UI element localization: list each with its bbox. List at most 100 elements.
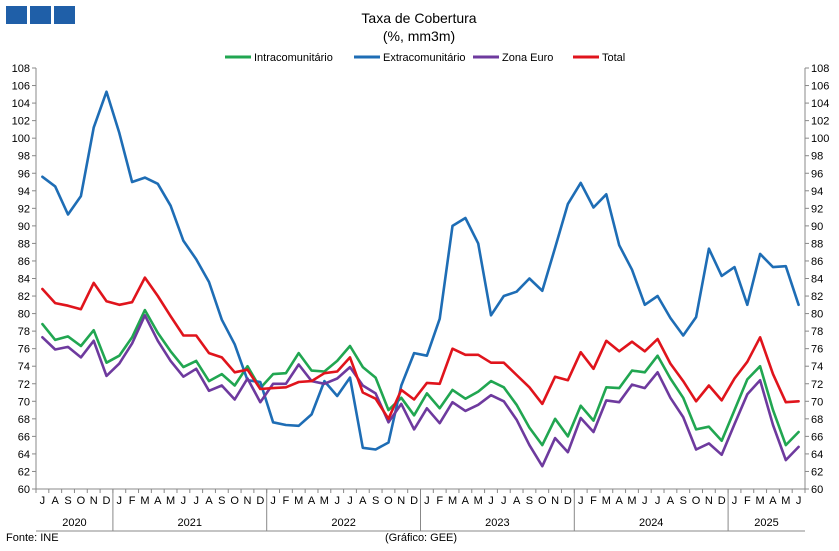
x-tick-label-month: O [230, 495, 239, 507]
x-tick-label-year: 2020 [62, 517, 86, 529]
y-tick-label-right: 108 [811, 63, 829, 75]
y-tick-label-left: 86 [18, 256, 30, 268]
x-tick-label-month: J [732, 495, 738, 507]
y-tick-label-right: 106 [811, 81, 829, 93]
x-tick-label-month: O [692, 495, 701, 507]
x-tick-label-month: A [52, 495, 60, 507]
y-tick-label-right: 80 [811, 309, 823, 321]
x-tick-label-month: N [243, 495, 251, 507]
x-tick-label-month: F [590, 495, 597, 507]
gee-logo-icon [6, 6, 75, 24]
y-tick-label-left: 70 [18, 396, 30, 408]
x-tick-label-month: A [154, 495, 162, 507]
x-tick-label-month: D [410, 495, 418, 507]
y-tick-label-left: 64 [18, 449, 30, 461]
x-tick-label-month: M [781, 495, 790, 507]
x-tick-label-month: A [359, 495, 367, 507]
legend-label: Zona Euro [502, 52, 553, 64]
y-tick-label-right: 66 [811, 431, 823, 443]
x-tick-label-month: J [642, 495, 648, 507]
x-tick-label-month: M [320, 495, 329, 507]
y-tick-label-left: 68 [18, 414, 30, 426]
y-tick-label-left: 76 [18, 344, 30, 356]
y-tick-label-right: 104 [811, 98, 829, 110]
y-tick-label-right: 74 [811, 361, 823, 373]
y-tick-label-right: 70 [811, 396, 823, 408]
y-tick-label-right: 64 [811, 449, 823, 461]
x-tick-label-month: S [218, 495, 225, 507]
y-tick-label-right: 102 [811, 116, 829, 128]
x-tick-label-month: M [602, 495, 611, 507]
x-tick-label-month: A [205, 495, 213, 507]
chart-subtitle: (%, mm3m) [383, 28, 455, 44]
y-tick-label-right: 72 [811, 379, 823, 391]
y-tick-label-left: 72 [18, 379, 30, 391]
x-tick-label-month: M [756, 495, 765, 507]
x-tick-label-month: J [181, 495, 187, 507]
x-tick-label-month: J [578, 495, 584, 507]
y-tick-label-left: 66 [18, 431, 30, 443]
y-tick-label-left: 62 [18, 466, 30, 478]
x-tick-label-month: M [294, 495, 303, 507]
x-tick-label-month: S [526, 495, 533, 507]
x-tick-label-month: S [680, 495, 687, 507]
y-tick-label-right: 100 [811, 133, 829, 145]
x-tick-label-month: F [283, 495, 290, 507]
y-tick-label-right: 84 [811, 274, 823, 286]
x-tick-label-month: J [796, 495, 802, 507]
x-tick-label-month: M [140, 495, 149, 507]
y-tick-label-right: 98 [811, 151, 823, 163]
chart-legend: Intracomunitário Extracomunitário Zona Eur… [225, 52, 625, 64]
x-tick-label-month: D [256, 495, 264, 507]
x-tick-label-month: M [448, 495, 457, 507]
credit-label: (Gráfico: GEE) [385, 532, 457, 544]
x-tick-label-month: J [117, 495, 123, 507]
x-tick-label-month: F [129, 495, 136, 507]
x-tick-label-month: O [384, 495, 393, 507]
x-tick-label-month: A [769, 495, 777, 507]
y-tick-label-right: 86 [811, 256, 823, 268]
y-tick-label-right: 90 [811, 221, 823, 233]
series-line-zona-euro [41, 313, 800, 468]
x-tick-label-month: J [334, 495, 340, 507]
x-tick-label-month: A [308, 495, 316, 507]
x-tick-label-month: J [270, 495, 276, 507]
x-tick-label-month: A [667, 495, 675, 507]
x-tick-label-year: 2022 [331, 517, 355, 529]
y-tick-label-right: 94 [811, 186, 823, 198]
x-tick-label-month: N [551, 495, 559, 507]
x-tick-label-month: D [718, 495, 726, 507]
source-label: Fonte: INE [6, 532, 59, 544]
y-tick-label-right: 92 [811, 203, 823, 215]
legend-label: Extracomunitário [383, 52, 466, 64]
x-tick-label-month: A [462, 495, 470, 507]
x-tick-label-month: J [347, 495, 353, 507]
x-tick-label-month: M [166, 495, 175, 507]
y-tick-label-right: 96 [811, 168, 823, 180]
y-tick-label-left: 108 [12, 63, 30, 75]
x-tick-label-year: 2023 [485, 517, 509, 529]
y-tick-label-left: 78 [18, 326, 30, 338]
x-tick-label-month: A [615, 495, 623, 507]
y-tick-label-left: 80 [18, 309, 30, 321]
y-axis-left: 60 62 64 66 68 70 72 74 76 78 80 82 84 86 88 90 92 94 96 98… [12, 63, 37, 496]
x-tick-label-month: N [397, 495, 405, 507]
x-tick-label-month: N [705, 495, 713, 507]
legend-label: Total [602, 52, 625, 64]
series-line-extracomunitario [41, 90, 800, 451]
x-tick-label-year: 2021 [178, 517, 202, 529]
y-tick-label-left: 82 [18, 291, 30, 303]
y-tick-label-left: 88 [18, 238, 30, 250]
y-tick-label-left: 102 [12, 116, 30, 128]
x-tick-label-month: A [513, 495, 521, 507]
y-axis-right: 60 62 64 66 68 70 72 74 76 78 80 82 84 86 88 90 92 94 96 98… [804, 63, 829, 496]
y-tick-label-left: 84 [18, 274, 30, 286]
legend-label: Intracomunitário [254, 52, 333, 64]
y-tick-label-right: 76 [811, 344, 823, 356]
x-tick-label-month: S [372, 495, 379, 507]
y-tick-label-right: 82 [811, 291, 823, 303]
x-tick-label-year: 2025 [754, 517, 778, 529]
chart-title: Taxa de Cobertura [361, 10, 476, 26]
